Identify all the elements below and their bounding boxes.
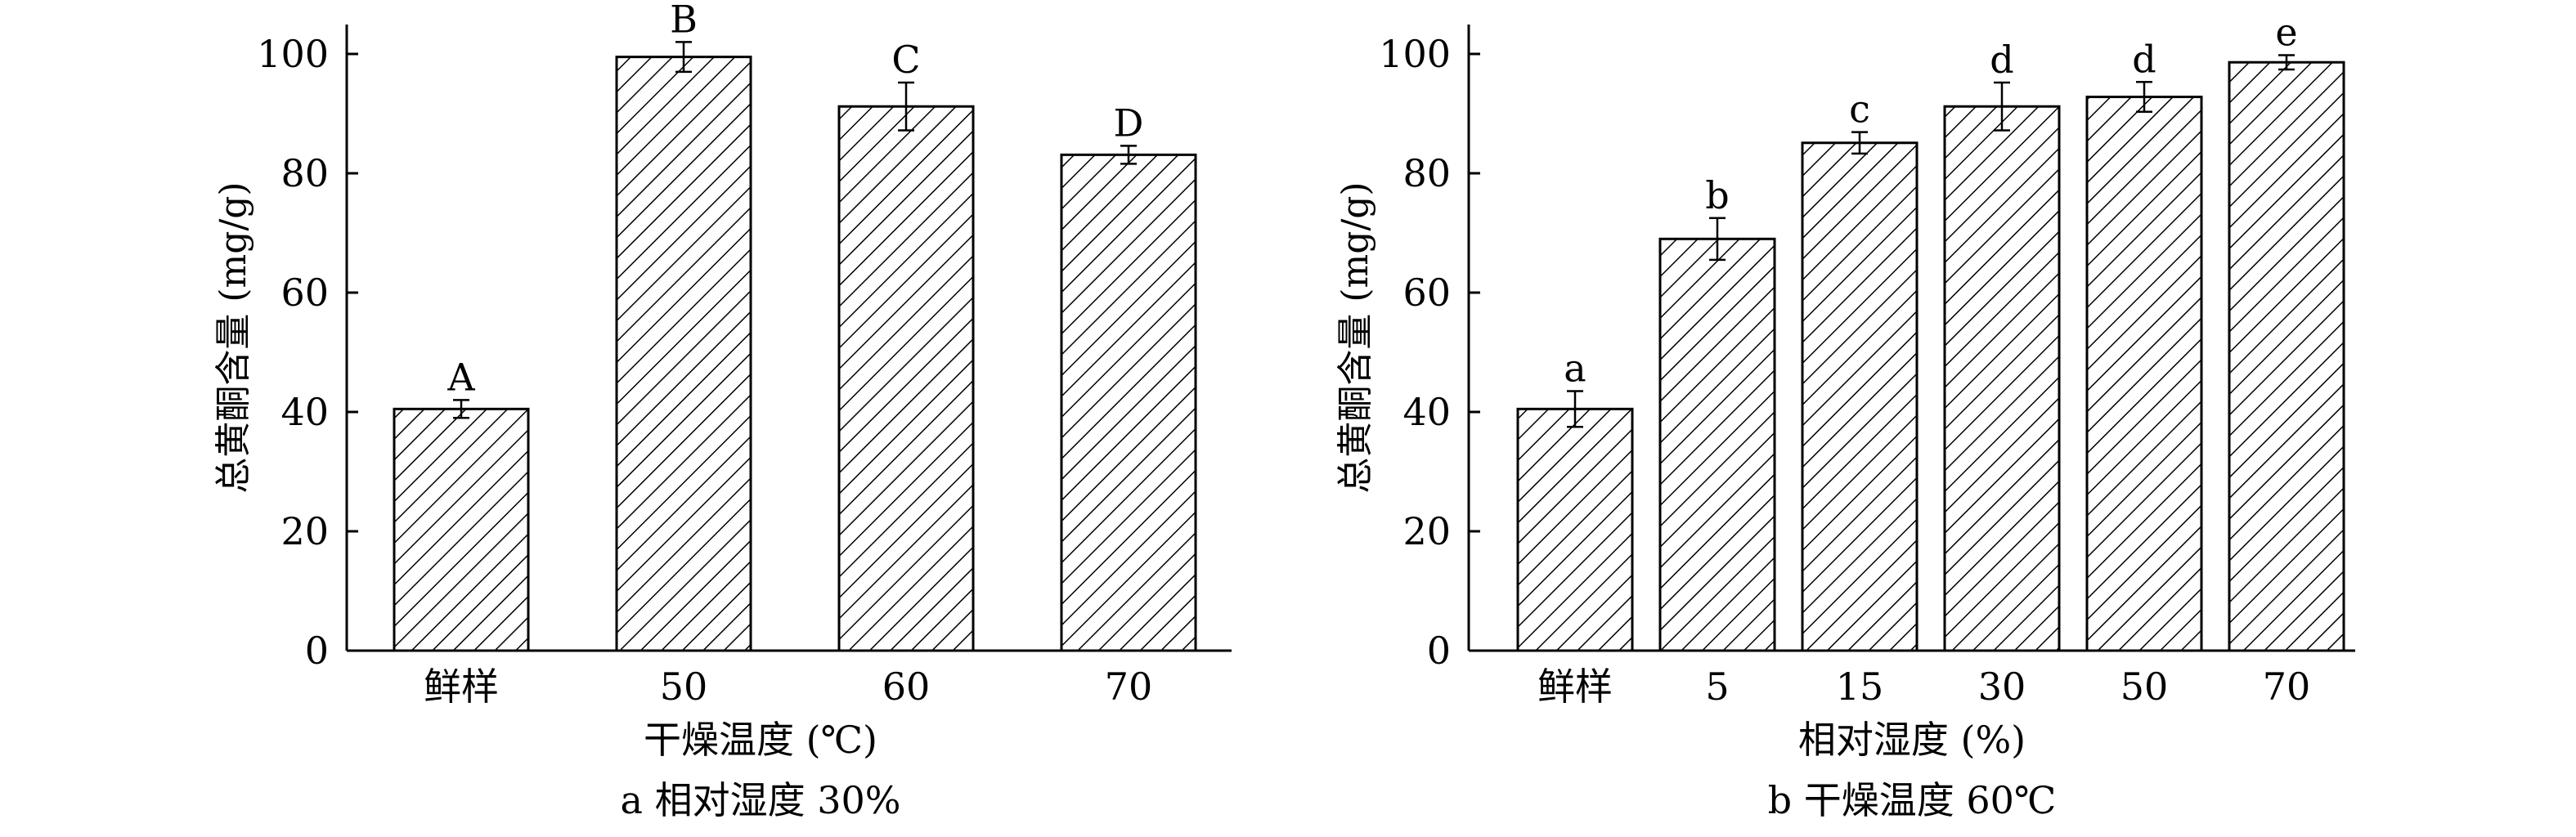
x-tick-label: 50	[660, 665, 708, 709]
chart-panel-b: 0 20 40 60 80 100 a b c d d e 鲜样 5 15 30 50 70 总黄酮含量 (m…	[1335, 10, 2355, 822]
y-tick-label: 80	[280, 151, 329, 195]
bar	[615, 56, 752, 652]
x-tick-label: 鲜样	[424, 665, 499, 709]
y-tick-label: 20	[280, 509, 329, 553]
y-tick-label: 40	[280, 390, 329, 434]
x-tick-label: 鲜样	[1537, 665, 1613, 709]
x-tick-label: 70	[1105, 665, 1153, 709]
significance-letter: A	[447, 355, 475, 399]
y-ticks: 0 20 40 60 80 100	[1379, 32, 1480, 673]
x-tick-label: 60	[882, 665, 931, 709]
x-tick-label: 70	[2263, 665, 2311, 709]
bar	[2085, 96, 2203, 652]
y-tick-label: 60	[280, 271, 329, 315]
bar	[2228, 60, 2345, 652]
bar	[1801, 141, 1919, 652]
y-tick-label: 60	[1402, 271, 1451, 315]
x-tick-label: 30	[1978, 665, 2026, 709]
y-tick-label: 80	[1402, 151, 1451, 195]
significance-letter: e	[2275, 10, 2297, 54]
bars: a b c d d e	[1516, 10, 2345, 652]
bar	[1943, 105, 2061, 652]
x-axis-label: 相对湿度 (%)	[1798, 718, 2026, 762]
bar	[393, 407, 530, 652]
significance-letter: c	[1849, 87, 1870, 132]
bar	[1516, 407, 1634, 652]
x-tick-label: 15	[1836, 665, 1884, 709]
y-ticks: 0 20 40 60 80 100	[257, 32, 358, 673]
y-tick-label: 0	[305, 629, 329, 673]
panel-caption: a 相对湿度 30%	[621, 778, 901, 822]
significance-letter: d	[1990, 38, 2013, 82]
bars: A B C D	[393, 0, 1197, 652]
x-axis-label: 干燥温度 (℃)	[644, 718, 877, 762]
bar	[1658, 237, 1776, 652]
significance-letter: D	[1114, 101, 1144, 145]
bar	[837, 105, 975, 652]
significance-letter: a	[1564, 346, 1586, 390]
y-tick-label: 100	[1379, 32, 1451, 76]
significance-letter: C	[891, 38, 920, 82]
y-tick-label: 0	[1427, 629, 1451, 673]
x-tick-label: 50	[2120, 665, 2169, 709]
significance-letter: d	[2132, 37, 2156, 81]
x-tick-label: 5	[1705, 665, 1729, 709]
significance-letter: b	[1705, 173, 1729, 217]
y-tick-label: 20	[1402, 509, 1451, 553]
y-axis-label: 总黄酮含量 (mg/g)	[213, 181, 254, 493]
x-tick-labels: 鲜样 50 60 70	[424, 665, 1152, 709]
y-axis-label: 总黄酮含量 (mg/g)	[1335, 181, 1376, 493]
y-tick-label: 40	[1402, 390, 1451, 434]
y-tick-label: 100	[257, 32, 329, 76]
significance-letter: B	[670, 0, 698, 41]
x-tick-labels: 鲜样 5 15 30 50 70	[1537, 665, 2310, 709]
panel-caption: b 干燥温度 60℃	[1768, 778, 2057, 822]
bar	[1060, 153, 1197, 652]
